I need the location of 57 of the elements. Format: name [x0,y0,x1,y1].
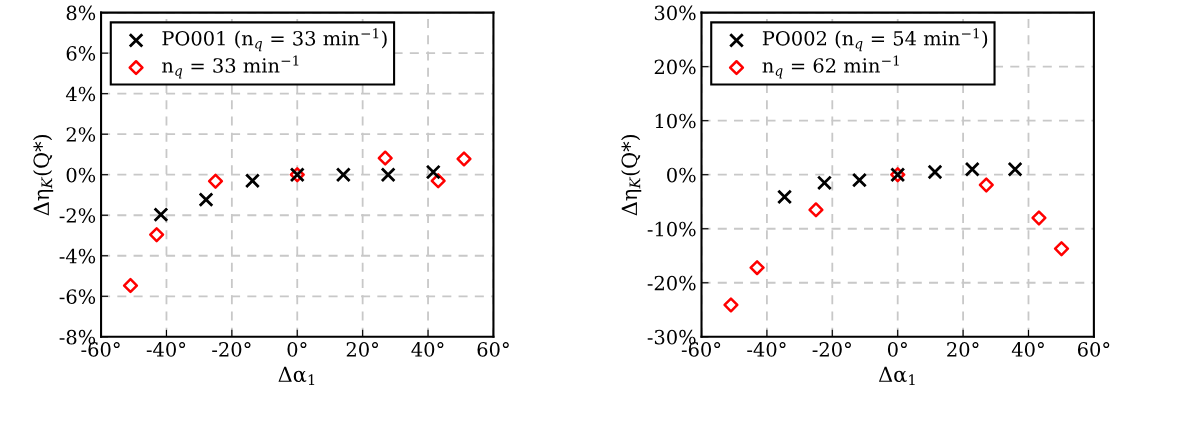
x-tick-label: 60° [477,342,509,357]
x-axis-title: Δα$_{1}$ [278,366,315,386]
point [723,297,739,313]
x-tick-label: 20° [346,342,379,357]
legend-label: n$_{q}$ = 62 min$^{−1}$ [762,55,899,79]
y-tick-label: 4% [65,86,96,102]
point [776,189,793,205]
x-tick-label: 60° [1077,342,1110,357]
point [149,227,165,243]
point [153,207,169,223]
point [978,177,994,193]
y-tick-label: -20% [647,275,696,291]
point [927,164,943,180]
y-tick-label: 0% [66,167,96,183]
x-tick-label: 40° [411,342,444,357]
y-tick-label: 0% [667,167,696,183]
x-tick-label: 0° [287,342,307,357]
point [244,173,261,189]
point [198,192,214,208]
legend-label: PO001 (n$_{q}$ = 33 min$^{−1}$) [162,28,387,52]
y-tick-label: 20% [654,59,696,75]
y-tick-label: -4% [59,248,96,264]
x-tick-label: -40° [146,342,186,357]
legend-label: n$_{q}$ = 33 min$^{−1}$ [162,55,299,79]
point [808,202,824,218]
point [122,277,139,294]
x-tick-label: 40° [1011,342,1044,357]
y-tick-label: 6% [66,46,96,61]
point [425,164,441,180]
point [1031,210,1047,226]
point [851,172,868,188]
y-tick-label: 30% [654,5,696,21]
point [749,260,765,276]
y-axis-title: Δη$_{K}$(Q*) [621,134,642,216]
x-tick-label: 20° [947,342,979,357]
y-axis-title: Δη$_{K}$(Q*) [33,134,54,216]
point [964,161,980,177]
x-tick-label: -40° [747,342,786,357]
point [1053,241,1070,257]
point [335,167,351,183]
x-tick-label: -20° [812,342,851,357]
point [816,175,833,191]
y-tick-label: 2% [66,127,96,142]
point [1007,161,1023,177]
y-tick-label: 8% [66,5,96,21]
y-tick-label: -10% [647,221,696,237]
y-tick-label: 10% [655,113,696,129]
y-tick-label: -2% [59,208,96,223]
x-tick-label: 0° [887,342,907,357]
x-axis-title: Δα$_{1}$ [878,366,915,386]
x-tick-label: -20° [212,342,251,357]
point [207,173,224,189]
point [377,150,393,166]
point [456,151,472,167]
legend-label: PO002 (n$_{q}$ = 54 min$^{−1}$) [762,28,988,52]
point [380,167,396,183]
y-tick-label: -6% [59,289,96,304]
